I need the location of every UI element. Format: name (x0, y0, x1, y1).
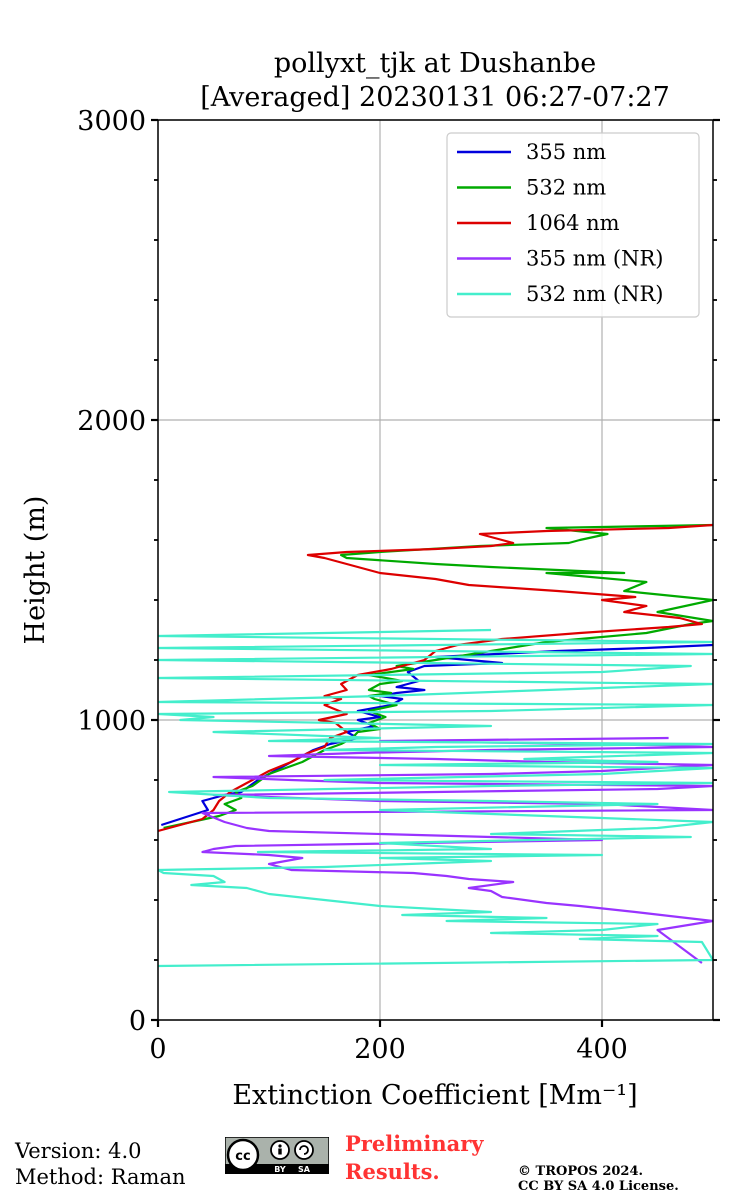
legend-label: 1064 nm (526, 211, 620, 235)
series-line-355-nm (160, 643, 713, 827)
cc-text: cc (235, 1149, 250, 1164)
legend: 355 nm 532 nm 1064 nm 355 nm (NR) 532 nm (NR… (446, 132, 700, 318)
y-axis-label: Height (m) (20, 496, 51, 645)
copyright-line-1: © TROPOS 2024. (518, 1164, 644, 1179)
cc-by-sa-badge: cc BY SA (225, 1137, 329, 1174)
copyright-notice: © TROPOS 2024. CC BY SA 4.0 License. (518, 1164, 679, 1194)
x-axis-label: Extinction Coefficient [Mm⁻¹] (232, 1080, 637, 1111)
by-text: BY (274, 1165, 286, 1174)
chart-title: pollyxt_tjk at Dushanbe [Averaged] 20230… (200, 48, 670, 113)
cc-icon (226, 1138, 260, 1172)
series-line-532-nm-nr (158, 628, 713, 968)
y-tick-label: 2000 (77, 406, 146, 437)
preliminary-notice: Preliminary Results. (345, 1130, 484, 1186)
legend-box (446, 132, 700, 318)
axis-ticks: 0 200 400 0 1000 2000 3000 (77, 106, 720, 1065)
version-text: Version: 4.0 (15, 1139, 142, 1163)
series-line-355-nm-nr (201, 736, 713, 964)
x-tick-label: 0 (149, 1034, 166, 1065)
title-line-1: pollyxt_tjk at Dushanbe (274, 48, 596, 79)
legend-label: 532 nm (526, 176, 606, 200)
legend-label: 355 nm (526, 140, 606, 164)
legend-label: 532 nm (NR) (526, 282, 663, 306)
y-tick-label: 3000 (77, 106, 146, 137)
series-layer (158, 523, 713, 968)
sa-text: SA (298, 1165, 311, 1174)
plot-frame (157, 119, 714, 1021)
legend-label: 355 nm (NR) (526, 247, 663, 271)
title-line-2: [Averaged] 20230131 06:27-07:27 (200, 82, 670, 113)
preliminary-line-1: Preliminary (345, 1131, 484, 1156)
x-tick-label: 200 (354, 1034, 406, 1065)
y-tick-label: 0 (129, 1006, 146, 1037)
method-text: Method: Raman (15, 1165, 186, 1189)
copyright-line-2: CC BY SA 4.0 License. (518, 1179, 679, 1194)
y-tick-label: 1000 (77, 706, 146, 737)
preliminary-line-2: Results. (345, 1159, 440, 1184)
series-line-532-nm (163, 523, 713, 830)
x-tick-label: 400 (576, 1034, 628, 1065)
sa-icon (294, 1140, 314, 1160)
